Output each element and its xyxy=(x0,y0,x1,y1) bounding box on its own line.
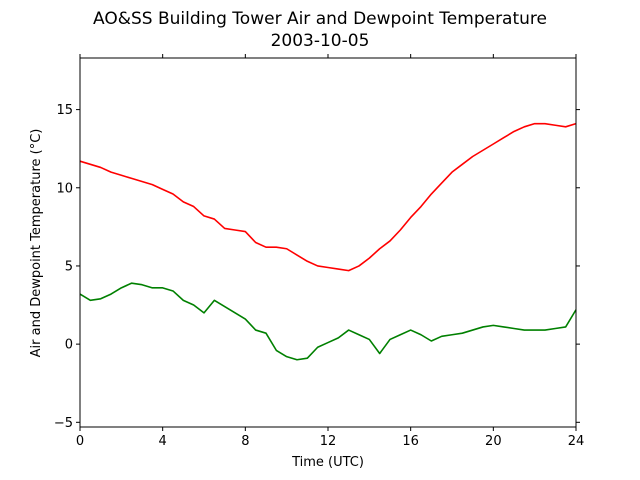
x-tick-label: 24 xyxy=(568,434,585,449)
x-tick-label: 12 xyxy=(320,434,337,449)
series-layer xyxy=(79,122,577,361)
y-axis-label: Air and Dewpoint Temperature (°C) xyxy=(29,129,44,358)
x-tick-label: 8 xyxy=(241,434,249,449)
chart-title: AO&SS Building Tower Air and Dewpoint Te… xyxy=(93,9,547,29)
series-line-1 xyxy=(79,122,577,272)
plot-frame xyxy=(79,57,577,428)
x-tick-label: 20 xyxy=(485,434,502,449)
x-axis-label: Time (UTC) xyxy=(291,455,364,470)
x-tick-label: 4 xyxy=(159,434,167,449)
y-tick-label: 0 xyxy=(65,338,73,353)
x-tick-label: 0 xyxy=(76,434,84,449)
series-line-2 xyxy=(79,282,577,361)
y-tick-label: −5 xyxy=(54,416,73,431)
y-tick-label: 10 xyxy=(56,181,73,196)
x-tick-label: 16 xyxy=(402,434,419,449)
y-tick-label: 5 xyxy=(65,259,73,274)
chart-subtitle: 2003-10-05 xyxy=(271,31,370,51)
y-tick-label: 15 xyxy=(56,103,73,118)
